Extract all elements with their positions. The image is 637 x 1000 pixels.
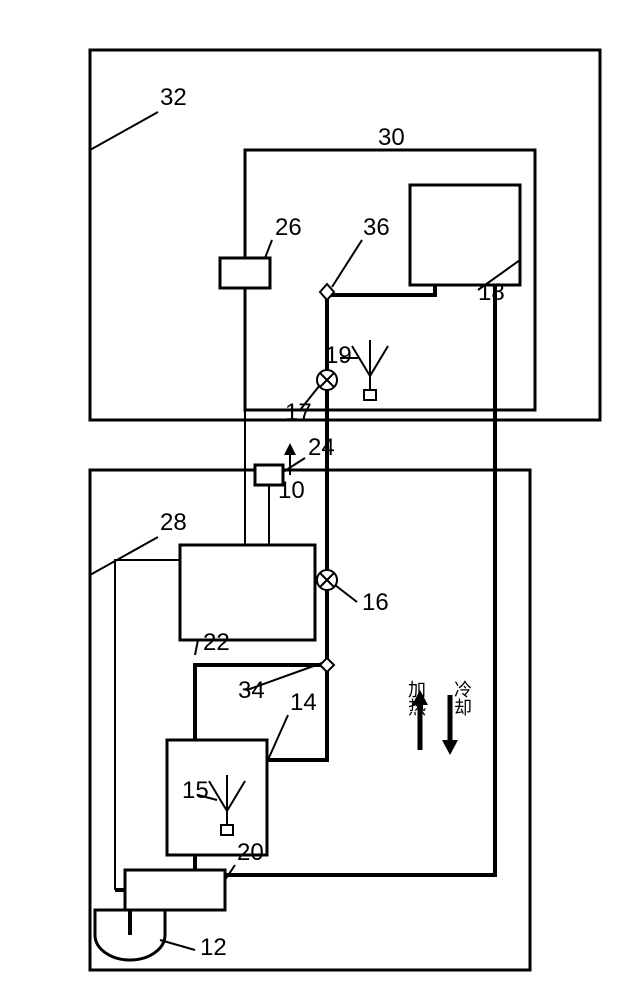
label-12: 12: [200, 934, 227, 961]
label-17: 17: [285, 399, 312, 426]
label-heat: 加热: [406, 680, 426, 716]
box-22: [180, 545, 315, 640]
label-cool: 冷却: [452, 680, 472, 716]
label-19: 19: [325, 342, 352, 369]
label-14: 14: [290, 689, 317, 716]
label-18: 18: [478, 279, 505, 306]
label-28: 28: [160, 509, 187, 536]
label-16: 16: [362, 589, 389, 616]
box-18: [410, 185, 520, 285]
label-24: 24: [308, 434, 335, 461]
valve-17: [317, 370, 337, 390]
box-20: [125, 870, 225, 910]
label-20: 20: [237, 839, 264, 866]
valve-16: [317, 570, 337, 590]
box-26: [220, 258, 270, 288]
label-36: 36: [363, 214, 390, 241]
label-22: 22: [203, 629, 230, 656]
label-30: 30: [378, 124, 405, 151]
label-10: 10: [278, 477, 305, 504]
label-15: 15: [182, 777, 209, 804]
label-26: 26: [275, 214, 302, 241]
label-32: 32: [160, 84, 187, 111]
label-34: 34: [238, 677, 265, 704]
